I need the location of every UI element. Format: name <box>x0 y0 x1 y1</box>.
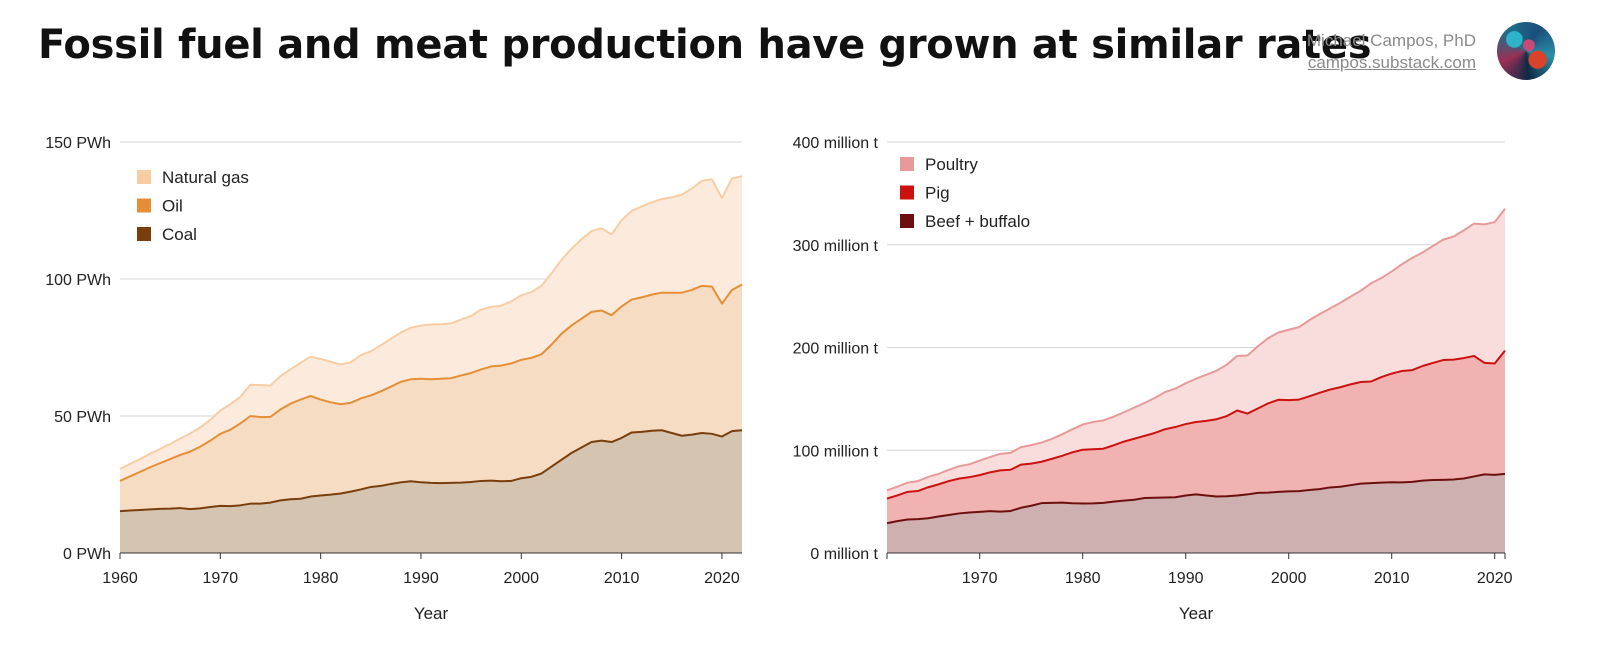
author-name: Michael Campos, PhD <box>1306 31 1476 50</box>
x-axis-label: Year <box>414 604 449 623</box>
y-tick-label: 100 PWh <box>45 272 111 289</box>
x-tick-label: 1970 <box>962 570 998 587</box>
legend-label-beef-buffalo: Beef + buffalo <box>925 212 1030 231</box>
legend-label-natural-gas: Natural gas <box>162 168 249 187</box>
y-tick-label: 150 PWh <box>45 135 111 152</box>
y-tick-label: 100 million t <box>793 443 879 460</box>
fossil-fuel-chart: 0 PWh 50 PWh 100 PWh 150 PWh 1960 1970 1980 199… <box>45 135 743 623</box>
legend-label-poultry: Poultry <box>925 155 978 174</box>
area-oil <box>120 284 742 512</box>
avatar <box>1497 22 1555 80</box>
legend-swatch-oil <box>137 198 151 213</box>
legend-swatch-poultry <box>900 157 914 171</box>
y-tick-label: 300 million t <box>793 238 879 255</box>
area-coal <box>120 430 742 553</box>
line-natural-gas <box>119 175 743 470</box>
x-tick-label: 2020 <box>1477 570 1513 587</box>
legend-label-coal: Coal <box>162 225 197 244</box>
legend-swatch-coal <box>137 227 151 241</box>
area-poultry <box>887 208 1505 499</box>
x-tick-label: 2010 <box>604 570 640 587</box>
y-tick-label: 0 million t <box>810 546 878 563</box>
line-oil <box>119 283 743 482</box>
area-pig <box>887 350 1505 524</box>
x-tick-label: 1960 <box>102 570 138 587</box>
y-tick-label: 200 million t <box>793 341 879 358</box>
line-beef-buffalo <box>886 472 1506 525</box>
x-tick-label: 1990 <box>1168 570 1204 587</box>
legend-swatch-beef-buffalo <box>900 214 914 228</box>
x-tick-label: 2000 <box>503 570 539 587</box>
x-tick-label: 1990 <box>403 570 439 587</box>
author-link[interactable]: campos.substack.com <box>1307 53 1476 72</box>
y-tick-label: 0 PWh <box>63 546 111 563</box>
legend-label-oil: Oil <box>162 197 183 216</box>
legend-swatch-pig <box>900 185 914 200</box>
x-tick-label: 1980 <box>303 570 339 587</box>
x-tick-label: 2000 <box>1271 570 1307 587</box>
author-block: Michael Campos, PhD campos.substack.com <box>1307 30 1476 74</box>
x-tick-label: 2010 <box>1374 570 1410 587</box>
y-tick-label: 50 PWh <box>54 409 111 426</box>
area-natural-gas <box>120 176 742 481</box>
x-tick-label: 2020 <box>704 570 740 587</box>
x-axis-label: Year <box>1179 604 1214 623</box>
x-tick-label: 1970 <box>203 570 239 587</box>
line-poultry <box>886 208 1506 492</box>
line-coal <box>119 429 743 513</box>
y-tick-label: 400 million t <box>793 135 879 152</box>
line-pig <box>886 349 1506 500</box>
page-title: Fossil fuel and meat production have gro… <box>38 22 1372 68</box>
x-tick-label: 1980 <box>1065 570 1101 587</box>
area-beef-buffalo <box>887 473 1505 553</box>
legend-swatch-natural-gas <box>137 170 151 184</box>
legend-label-pig: Pig <box>925 184 950 203</box>
